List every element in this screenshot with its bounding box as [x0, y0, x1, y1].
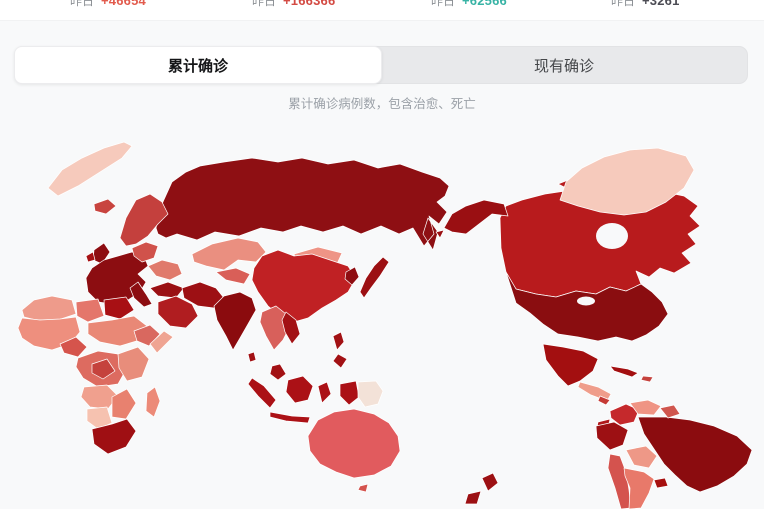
region-greenland-east[interactable]	[559, 147, 695, 216]
region-iceland[interactable]	[93, 198, 117, 215]
region-usa[interactable]	[505, 271, 669, 342]
stat-label-2: 昨日	[431, 0, 456, 8]
world-choropleth-map	[0, 120, 764, 509]
region-vietnam[interactable]	[281, 311, 301, 345]
region-korea[interactable]	[344, 266, 360, 286]
region-hispaniola[interactable]	[640, 375, 654, 383]
stat-item: 昨日 +3261	[611, 0, 680, 9]
region-central-asia[interactable]	[215, 267, 251, 285]
region-libya[interactable]	[75, 298, 105, 323]
region-madagascar[interactable]	[145, 386, 161, 418]
tab-cumulative-label: 累计确诊	[167, 57, 228, 75]
region-central-europe[interactable]	[131, 241, 159, 263]
tab-existing-confirmed[interactable]: 现有确诊	[381, 47, 747, 83]
region-east-africa[interactable]	[117, 346, 150, 382]
region-brazil[interactable]	[637, 416, 753, 493]
region-alaska[interactable]	[435, 199, 509, 239]
region-somalia[interactable]	[149, 330, 174, 354]
region-borneo[interactable]	[285, 375, 314, 404]
region-mozambique[interactable]	[111, 388, 137, 420]
region-kazakhstan[interactable]	[191, 237, 267, 271]
region-myanmar-thailand[interactable]	[259, 305, 291, 351]
stat-value-1: +166366	[283, 0, 336, 8]
stat-label-1: 昨日	[252, 0, 277, 8]
stat-label-0: 昨日	[70, 0, 95, 8]
region-south-africa[interactable]	[91, 418, 137, 455]
tab-existing-label: 现有确诊	[533, 57, 594, 75]
region-uruguay[interactable]	[653, 477, 669, 489]
region-tasmania[interactable]	[357, 483, 369, 493]
region-new-zealand[interactable]	[464, 472, 499, 505]
region-russia[interactable]	[155, 157, 450, 251]
stat-item: 昨日 +62566	[431, 0, 507, 9]
region-venezuela[interactable]	[629, 399, 662, 416]
region-sri-lanka[interactable]	[247, 351, 257, 363]
region-congo[interactable]	[91, 358, 116, 380]
region-egypt[interactable]	[103, 296, 135, 320]
region-turkey[interactable]	[149, 281, 185, 299]
hudson-bay	[596, 223, 628, 249]
stat-item: 昨日 +46654	[70, 0, 146, 9]
stats-row: 昨日 +46654 昨日 +166366 昨日 +62566 昨日 +3261	[0, 0, 764, 21]
region-sumatra[interactable]	[247, 377, 277, 409]
stat-value-0: +46654	[101, 0, 146, 8]
region-colombia[interactable]	[609, 403, 640, 426]
stat-value-3: +3261	[642, 0, 680, 8]
region-ireland[interactable]	[85, 251, 96, 263]
region-saudi-arabia[interactable]	[157, 295, 199, 329]
region-java[interactable]	[269, 411, 311, 424]
region-west-new-guinea[interactable]	[339, 380, 360, 406]
region-scandinavia[interactable]	[119, 193, 169, 247]
region-guyanas[interactable]	[659, 404, 681, 419]
region-sulawesi[interactable]	[317, 381, 332, 404]
region-india[interactable]	[213, 291, 257, 351]
stat-item: 昨日 +166366	[252, 0, 335, 9]
stat-value-2: +62566	[462, 0, 507, 8]
region-peru[interactable]	[595, 421, 629, 451]
region-nigeria[interactable]	[59, 336, 88, 358]
region-panama[interactable]	[597, 395, 611, 406]
region-china[interactable]	[251, 249, 357, 323]
region-japan[interactable]	[359, 256, 390, 299]
region-ukraine[interactable]	[147, 259, 183, 281]
region-argentina[interactable]	[623, 467, 655, 509]
region-cuba[interactable]	[609, 365, 639, 378]
region-malaysia[interactable]	[269, 363, 287, 381]
great-lakes	[577, 296, 595, 306]
region-angola-zambia[interactable]	[80, 384, 119, 410]
region-bolivia[interactable]	[625, 445, 658, 469]
tab-bar: 累计确诊 现有确诊	[14, 46, 748, 84]
region-italy[interactable]	[129, 281, 153, 308]
map-caption: 累计确诊病例数，包含治愈、死亡	[288, 97, 476, 111]
region-papua-new-guinea[interactable]	[357, 380, 384, 408]
region-mexico[interactable]	[542, 343, 599, 387]
region-greenland-west[interactable]	[47, 141, 133, 197]
region-morocco-algeria[interactable]	[21, 295, 77, 321]
tab-cumulative-confirmed[interactable]: 累计确诊	[14, 46, 382, 84]
region-australia[interactable]	[307, 408, 401, 479]
region-philippines[interactable]	[332, 331, 348, 369]
content-section: 累计确诊 现有确诊 累计确诊病例数，包含治愈、死亡	[0, 21, 764, 509]
stat-label-3: 昨日	[611, 0, 636, 8]
